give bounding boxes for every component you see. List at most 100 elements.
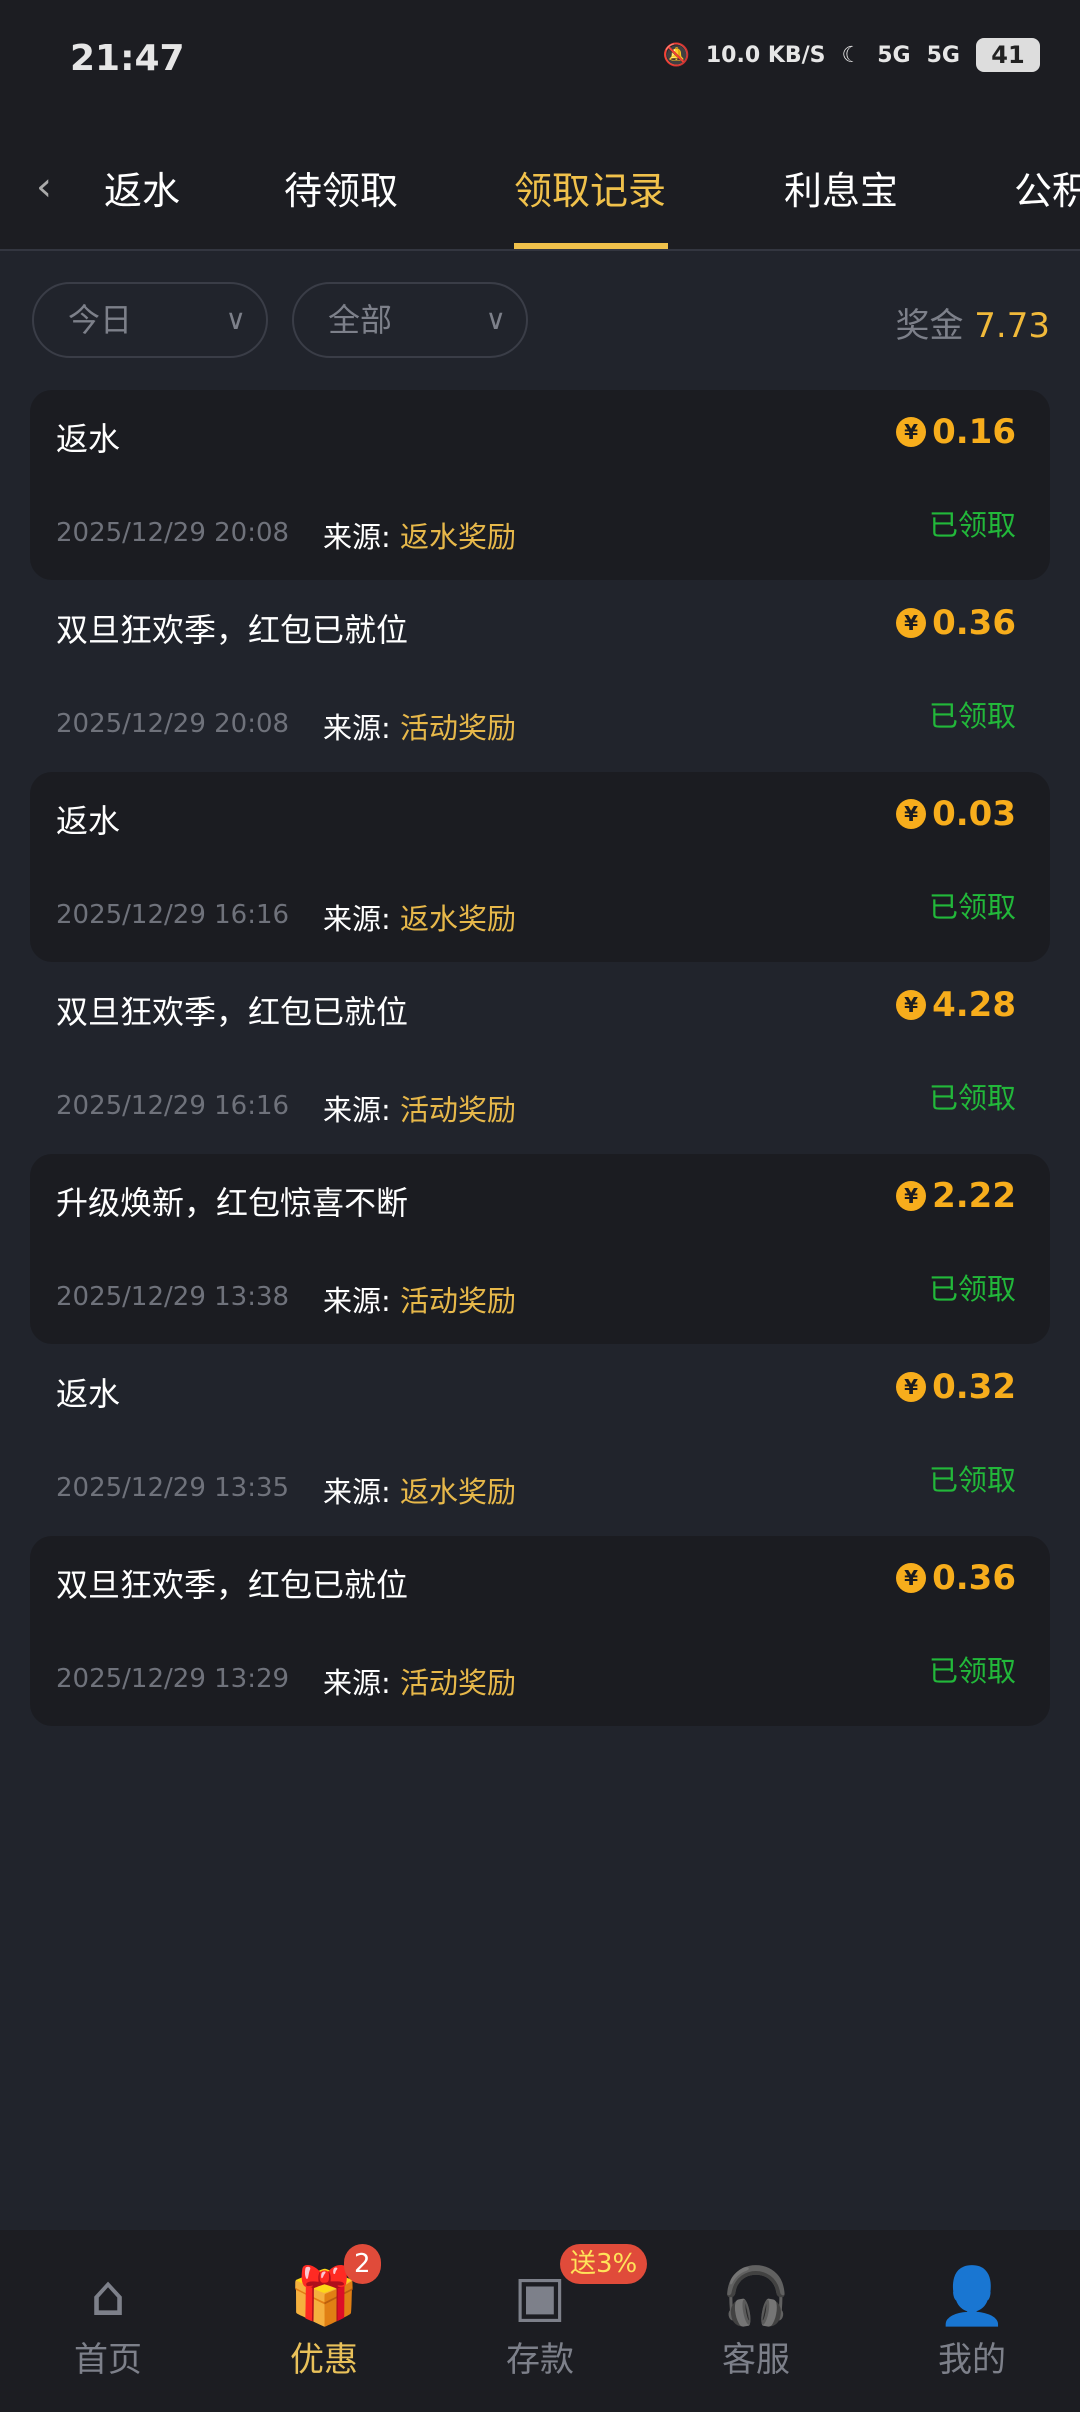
source-label: 来源: [323, 1666, 391, 1700]
record-title: 返水 [56, 420, 121, 458]
record-time: 2025/12/29 20:08 [56, 709, 290, 739]
amount-value: 2.22 [932, 1176, 1016, 1216]
nav-home[interactable]: ⌂ 首页 [38, 2262, 178, 2381]
record-amount: ¥0.03 [896, 794, 1016, 834]
home-icon: ⌂ [90, 2264, 126, 2329]
tab-pending[interactable]: 待领取 [284, 169, 399, 213]
record-source: 来源: 活动奖励 [323, 1278, 516, 1320]
back-icon[interactable]: ‹ [36, 164, 52, 210]
bonus-value: 7.73 [974, 306, 1050, 346]
record-card: 双旦狂欢季，红包已就位 ¥4.28 2025/12/29 16:16 来源: 活… [30, 963, 1050, 1153]
record-card: 返水 ¥0.32 2025/12/29 13:35 来源: 返水奖励 已领取 [30, 1345, 1050, 1535]
record-title: 返水 [56, 1375, 121, 1413]
record-amount: ¥4.28 [896, 985, 1016, 1025]
yuan-coin-icon: ¥ [896, 1181, 927, 1211]
source-value: 返水奖励 [400, 1475, 517, 1509]
signal-icon: 5G [877, 42, 911, 68]
tab-interest[interactable]: 利息宝 [784, 169, 899, 213]
nav-label: 我的 [938, 2340, 1006, 2380]
record-amount: ¥0.32 [896, 1367, 1016, 1407]
source-value: 活动奖励 [400, 1284, 517, 1318]
record-source: 来源: 活动奖励 [323, 1660, 516, 1702]
record-time: 2025/12/29 13:29 [56, 1664, 290, 1694]
record-amount: ¥0.36 [896, 1558, 1016, 1598]
type-filter-value: 全部 [328, 301, 393, 339]
status-badge: 已领取 [928, 1654, 1016, 1688]
record-time: 2025/12/29 20:08 [56, 518, 290, 548]
source-value: 返水奖励 [400, 902, 517, 936]
headset-icon: 🎧 [721, 2264, 791, 2329]
record-source: 来源: 返水奖励 [323, 896, 516, 938]
source-value: 返水奖励 [400, 520, 517, 554]
tab-rebate[interactable]: 返水 [104, 169, 181, 213]
record-source: 来源: 活动奖励 [323, 705, 516, 747]
amount-value: 0.16 [932, 412, 1016, 452]
status-badge: 已领取 [928, 890, 1016, 924]
source-label: 来源: [323, 711, 391, 745]
status-badge: 已领取 [928, 699, 1016, 733]
record-time: 2025/12/29 13:35 [56, 1473, 290, 1503]
moon-icon: ☾ [841, 42, 862, 68]
date-filter-dropdown[interactable]: 今日 ∨ [32, 282, 268, 358]
record-amount: ¥0.36 [896, 603, 1016, 643]
tab-fund[interactable]: 公积 [1014, 169, 1080, 213]
tab-bar: ‹ 返水 待领取 领取记录 利息宝 公积 [0, 160, 1080, 250]
record-source: 来源: 活动奖励 [323, 1087, 516, 1129]
record-source: 来源: 返水奖励 [323, 514, 516, 556]
status-badge: 已领取 [928, 1463, 1016, 1497]
source-value: 活动奖励 [400, 1093, 517, 1127]
amount-value: 0.36 [932, 603, 1016, 643]
date-filter-value: 今日 [68, 301, 133, 339]
record-source: 来源: 返水奖励 [323, 1469, 516, 1511]
record-title: 双旦狂欢季，红包已就位 [56, 611, 409, 649]
yuan-coin-icon: ¥ [896, 1563, 927, 1593]
chevron-down-icon: ∨ [225, 303, 247, 336]
signal-icon: 5G [926, 42, 960, 68]
bottom-nav: ⌂ 首页 🎁 优惠 2 ▣ 存款 送3% 🎧 客服 👤 我的 [0, 2230, 1080, 2412]
clock: 21:47 [70, 38, 185, 79]
yuan-coin-icon: ¥ [896, 417, 927, 447]
amount-value: 0.36 [932, 1558, 1016, 1598]
active-tab-indicator [514, 243, 668, 249]
source-label: 来源: [323, 1284, 391, 1318]
nav-support[interactable]: 🎧 客服 [686, 2262, 826, 2381]
nav-label: 优惠 [290, 2340, 358, 2380]
nav-label: 首页 [74, 2340, 142, 2380]
promo-badge: 2 [344, 2244, 381, 2284]
amount-value: 0.03 [932, 794, 1016, 834]
status-bar: 21:47 🔕 10.0 KB/S ☾ 5G 5G 41 [70, 38, 1040, 88]
amount-value: 4.28 [932, 985, 1016, 1025]
nav-deposit[interactable]: ▣ 存款 [470, 2262, 610, 2381]
amount-value: 0.32 [932, 1367, 1016, 1407]
record-time: 2025/12/29 16:16 [56, 900, 290, 930]
header [0, 0, 1080, 250]
record-card: 双旦狂欢季，红包已就位 ¥0.36 2025/12/29 20:08 来源: 活… [30, 581, 1050, 771]
divider [0, 249, 1080, 251]
source-label: 来源: [323, 1475, 391, 1509]
nav-label: 客服 [722, 2340, 790, 2380]
type-filter-dropdown[interactable]: 全部 ∨ [292, 282, 528, 358]
deposit-badge: 送3% [560, 2244, 648, 2284]
record-card: 升级焕新，红包惊喜不断 ¥2.22 2025/12/29 13:38 来源: 活… [30, 1154, 1050, 1344]
record-card: 双旦狂欢季，红包已就位 ¥0.36 2025/12/29 13:29 来源: 活… [30, 1536, 1050, 1726]
source-value: 活动奖励 [400, 1666, 517, 1700]
record-time: 2025/12/29 16:16 [56, 1091, 290, 1121]
user-icon: 👤 [937, 2264, 1007, 2329]
bonus-label: 奖金 [895, 306, 964, 346]
record-title: 双旦狂欢季，红包已就位 [56, 993, 409, 1031]
nav-profile[interactable]: 👤 我的 [902, 2262, 1042, 2381]
source-value: 活动奖励 [400, 711, 517, 745]
record-title: 返水 [56, 802, 121, 840]
yuan-coin-icon: ¥ [896, 990, 927, 1020]
tab-records[interactable]: 领取记录 [514, 169, 667, 213]
wallet-icon: ▣ [513, 2264, 567, 2329]
status-badge: 已领取 [928, 1081, 1016, 1115]
bonus-total: 奖金 7.73 [895, 298, 1050, 347]
record-amount: ¥2.22 [896, 1176, 1016, 1216]
source-label: 来源: [323, 520, 391, 554]
source-label: 来源: [323, 1093, 391, 1127]
status-badge: 已领取 [928, 1272, 1016, 1306]
record-amount: ¥0.16 [896, 412, 1016, 452]
status-badge: 已领取 [928, 508, 1016, 542]
chevron-down-icon: ∨ [485, 303, 507, 336]
